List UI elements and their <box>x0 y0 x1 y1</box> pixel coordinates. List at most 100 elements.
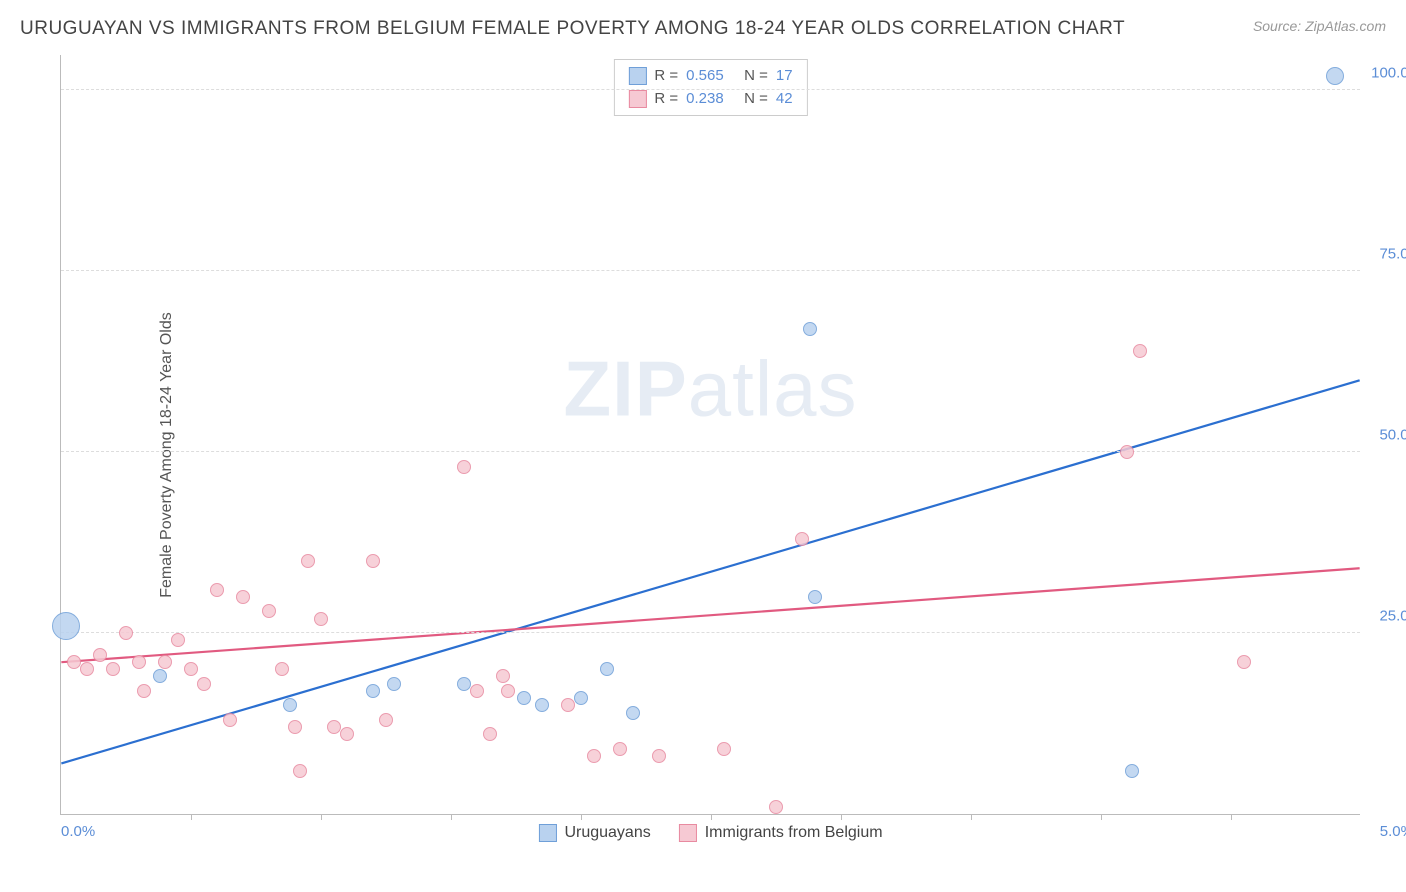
legend-r-value: 0.238 <box>686 88 736 111</box>
gridline <box>61 270 1360 271</box>
legend-swatch <box>628 90 646 108</box>
data-point <box>626 706 640 720</box>
data-point <box>496 669 510 683</box>
data-point <box>158 655 172 669</box>
data-point <box>1125 764 1139 778</box>
correlation-legend: R = 0.565 N = 17 R = 0.238 N = 42 <box>613 59 807 116</box>
data-point <box>93 648 107 662</box>
legend-swatch <box>538 824 556 842</box>
data-point <box>574 691 588 705</box>
data-point <box>262 604 276 618</box>
legend-n-label: N = <box>744 88 768 111</box>
legend-swatch <box>679 824 697 842</box>
data-point <box>613 742 627 756</box>
legend-item: Uruguayans <box>538 824 650 842</box>
legend-n-value: 17 <box>776 65 793 88</box>
legend-row: R = 0.238 N = 42 <box>628 88 792 111</box>
data-point <box>387 677 401 691</box>
legend-row: R = 0.565 N = 17 <box>628 65 792 88</box>
x-minor-tick <box>1231 814 1232 820</box>
trend-lines <box>61 55 1360 814</box>
legend-swatch <box>628 67 646 85</box>
x-minor-tick <box>711 814 712 820</box>
data-point <box>587 749 601 763</box>
data-point <box>457 460 471 474</box>
data-point <box>470 684 484 698</box>
trend-line <box>61 568 1359 662</box>
legend-r-label: R = <box>654 88 678 111</box>
data-point <box>171 633 185 647</box>
data-point <box>236 590 250 604</box>
data-point <box>210 583 224 597</box>
x-minor-tick <box>451 814 452 820</box>
y-tick-label: 50.0% <box>1379 427 1406 444</box>
data-point <box>119 626 133 640</box>
y-tick-label: 100.0% <box>1371 65 1406 82</box>
data-point <box>769 800 783 814</box>
data-point <box>717 742 731 756</box>
data-point <box>803 322 817 336</box>
x-minor-tick <box>1101 814 1102 820</box>
data-point <box>535 698 549 712</box>
data-point <box>137 684 151 698</box>
data-point <box>795 532 809 546</box>
data-point <box>483 727 497 741</box>
data-point <box>283 698 297 712</box>
data-point <box>600 662 614 676</box>
data-point <box>366 684 380 698</box>
data-point <box>67 655 81 669</box>
legend-r-value: 0.565 <box>686 65 736 88</box>
data-point <box>652 749 666 763</box>
data-point <box>379 713 393 727</box>
data-point <box>327 720 341 734</box>
data-point <box>340 727 354 741</box>
data-point <box>52 612 80 640</box>
x-axis-min-label: 0.0% <box>61 823 95 840</box>
watermark: ZIPatlas <box>563 343 857 434</box>
data-point <box>223 713 237 727</box>
data-point <box>184 662 198 676</box>
plot-area: ZIPatlas R =0.565N =17R =0.238N =42 Urug… <box>60 55 1360 815</box>
data-point <box>1120 445 1134 459</box>
legend-n-label: N = <box>744 65 768 88</box>
data-point <box>1326 67 1344 85</box>
trend-line <box>61 380 1359 763</box>
source-label: Source: ZipAtlas.com <box>1253 18 1386 34</box>
x-minor-tick <box>971 814 972 820</box>
data-point <box>153 669 167 683</box>
data-point <box>501 684 515 698</box>
legend-item: Immigrants from Belgium <box>679 824 883 842</box>
data-point <box>80 662 94 676</box>
chart-container: Female Poverty Among 18-24 Year Olds ZIP… <box>50 55 1390 855</box>
data-point <box>197 677 211 691</box>
gridline <box>61 89 1360 90</box>
data-point <box>1237 655 1251 669</box>
data-point <box>106 662 120 676</box>
y-tick-label: 75.0% <box>1379 246 1406 263</box>
data-point <box>288 720 302 734</box>
y-tick-label: 25.0% <box>1379 608 1406 625</box>
x-minor-tick <box>841 814 842 820</box>
data-point <box>293 764 307 778</box>
data-point <box>517 691 531 705</box>
series-legend: Uruguayans Immigrants from Belgium <box>538 824 882 842</box>
gridline <box>61 632 1360 633</box>
data-point <box>808 590 822 604</box>
data-point <box>366 554 380 568</box>
legend-series-name: Uruguayans <box>564 824 650 842</box>
chart-title: URUGUAYAN VS IMMIGRANTS FROM BELGIUM FEM… <box>20 18 1125 40</box>
data-point <box>561 698 575 712</box>
legend-n-value: 42 <box>776 88 793 111</box>
gridline <box>61 451 1360 452</box>
data-point <box>275 662 289 676</box>
x-minor-tick <box>191 814 192 820</box>
x-minor-tick <box>581 814 582 820</box>
data-point <box>314 612 328 626</box>
x-axis-max-label: 5.0% <box>1380 823 1406 840</box>
x-minor-tick <box>321 814 322 820</box>
data-point <box>132 655 146 669</box>
data-point <box>1133 344 1147 358</box>
data-point <box>457 677 471 691</box>
legend-series-name: Immigrants from Belgium <box>705 824 883 842</box>
legend-r-label: R = <box>654 65 678 88</box>
